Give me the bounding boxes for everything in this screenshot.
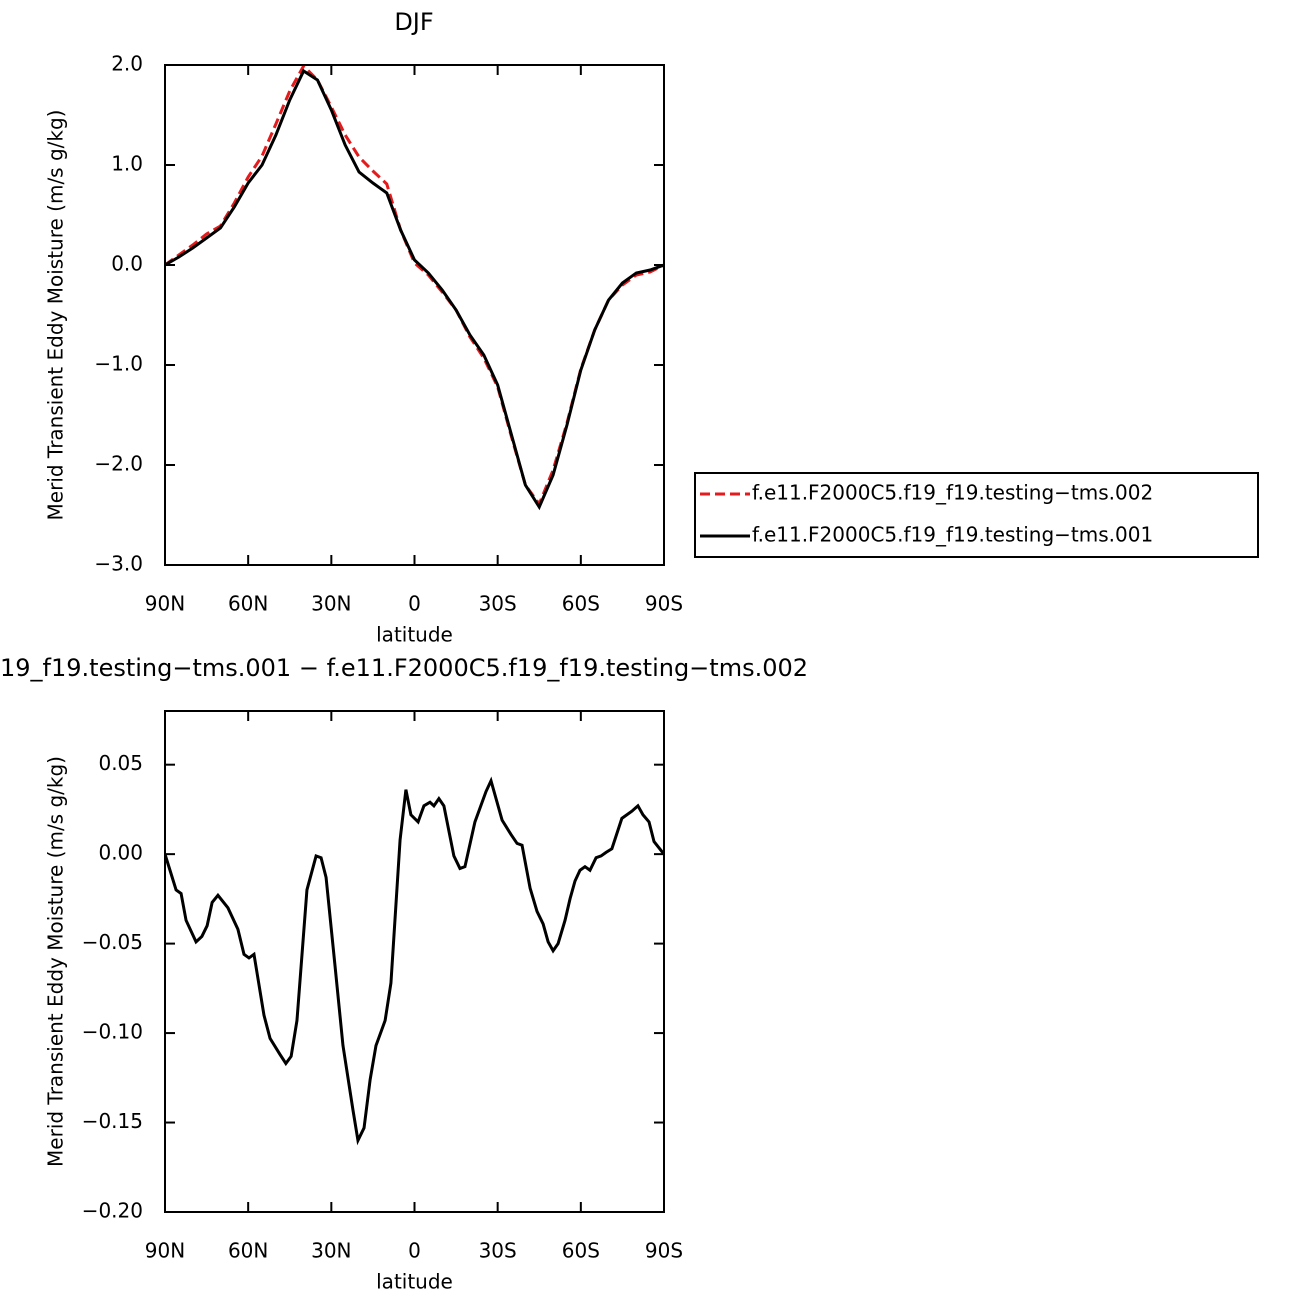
x-tick-label: 0: [408, 1239, 421, 1263]
y-tick-label: 0.00: [98, 841, 143, 865]
legend-label: f.e11.F2000C5.f19_f19.testing−tms.001: [752, 523, 1153, 547]
x-tick-label: 30N: [311, 592, 351, 616]
x-tick-label: 90S: [645, 592, 683, 616]
x-tick-label: 60S: [562, 1239, 600, 1263]
x-tick-label: 90S: [645, 1239, 683, 1263]
chart-title: DJF: [394, 8, 433, 36]
x-tick-label: 0: [408, 592, 421, 616]
x-tick-label: 60N: [228, 592, 268, 616]
x-tick-label: 90N: [145, 1239, 185, 1263]
x-tick-label: 30S: [479, 1239, 517, 1263]
plot: DJF latitude Merid Transient Eddy Moisture…: [44, 8, 1259, 647]
plot: 19_f19.testing−tms.001 − f.e11.F2000C5.f…: [0, 654, 808, 1294]
data-line: [165, 65, 664, 508]
y-tick-label: −2.0: [94, 452, 143, 476]
x-tick-label: 90N: [145, 592, 185, 616]
y-axis-label: Merid Transient Eddy Moisture (m/s g/kg): [44, 756, 68, 1167]
y-tick-label: 0.0: [111, 252, 143, 276]
y-axis-label: Merid Transient Eddy Moisture (m/s g/kg): [44, 110, 68, 521]
data-line: [165, 776, 664, 1146]
chart-title: 19_f19.testing−tms.001 − f.e11.F2000C5.f…: [0, 654, 808, 682]
x-tick-label: 30S: [479, 592, 517, 616]
x-tick-label: 60N: [228, 1239, 268, 1263]
plot-frame: [164, 64, 665, 566]
y-tick-label: −0.20: [82, 1199, 143, 1223]
data-line: [165, 68, 664, 511]
y-tick-label: −1.0: [94, 352, 143, 376]
x-tick-label: 30N: [311, 1239, 351, 1263]
x-axis-label: latitude: [376, 1270, 453, 1294]
y-tick-label: −3.0: [94, 552, 143, 576]
x-tick-label: 60S: [562, 592, 600, 616]
y-tick-label: 1.0: [111, 152, 143, 176]
y-tick-label: 0.05: [98, 751, 143, 775]
y-tick-label: 2.0: [111, 52, 143, 76]
legend-label: f.e11.F2000C5.f19_f19.testing−tms.002: [752, 481, 1153, 505]
plot-frame: [164, 710, 665, 1213]
y-tick-label: −0.15: [82, 1109, 143, 1133]
x-axis-label: latitude: [376, 623, 453, 647]
legend-box: [694, 472, 1259, 558]
y-tick-label: −0.05: [82, 930, 143, 954]
y-tick-label: −0.10: [82, 1020, 143, 1044]
